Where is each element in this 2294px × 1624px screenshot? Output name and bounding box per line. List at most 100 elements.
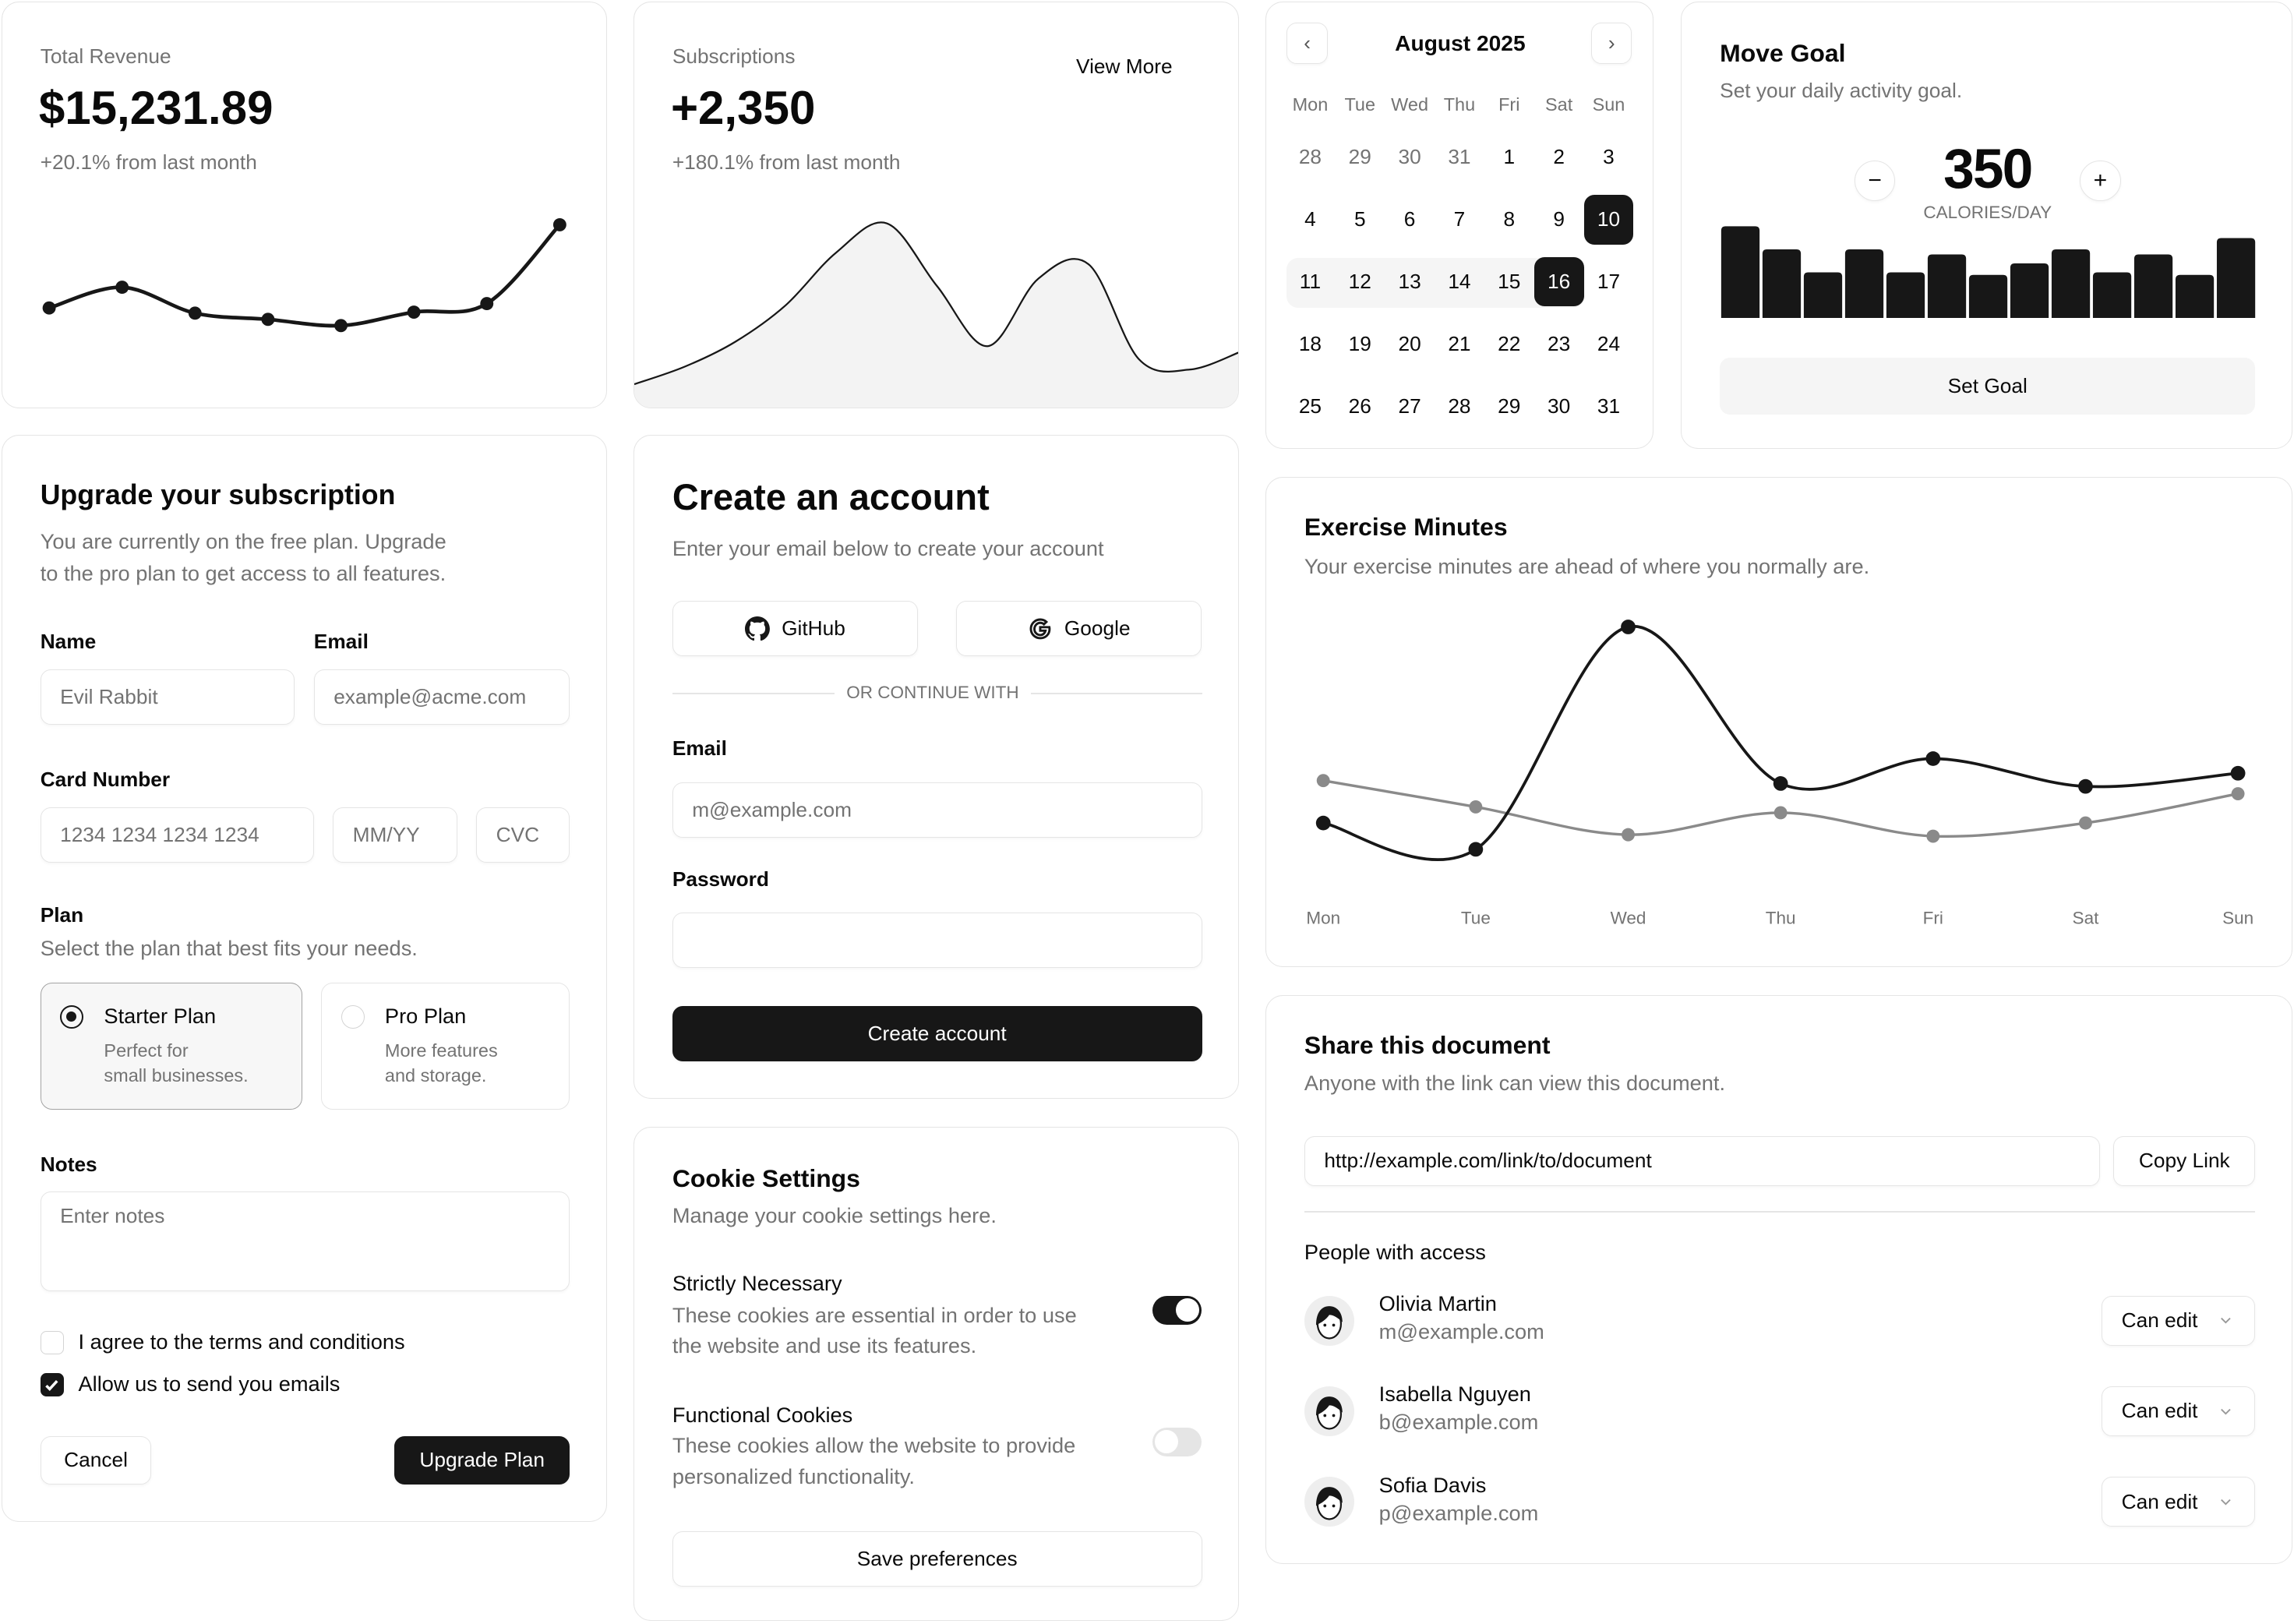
calendar-day[interactable]: 17 bbox=[1597, 269, 1621, 293]
view-more-link[interactable]: View More bbox=[1076, 55, 1173, 79]
person-email: p@example.com bbox=[1378, 1500, 1539, 1525]
calendar-day[interactable]: 26 bbox=[1348, 394, 1371, 418]
weekday-label: Wed bbox=[1391, 94, 1429, 115]
plan-desc: and storage. bbox=[384, 1065, 487, 1086]
strictly-necessary-toggle[interactable] bbox=[1152, 1295, 1202, 1326]
calendar-day[interactable]: 9 bbox=[1553, 207, 1565, 231]
radio-selected-icon bbox=[60, 1005, 84, 1029]
share-description: Anyone with the link can view this docum… bbox=[1304, 1070, 1726, 1095]
exercise-point bbox=[2230, 765, 2246, 781]
share-link-input[interactable]: http://example.com/link/to/document bbox=[1304, 1136, 2101, 1186]
calendar-title: August 2025 bbox=[1395, 31, 1526, 56]
password-label: Password bbox=[672, 867, 769, 891]
calendar-day[interactable]: 4 bbox=[1304, 207, 1316, 231]
calendar-day[interactable]: 15 bbox=[1498, 269, 1521, 293]
calendar-day[interactable]: 10 bbox=[1583, 194, 1634, 245]
google-button[interactable]: Google bbox=[956, 600, 1202, 657]
exercise-point bbox=[1621, 620, 1636, 634]
cookie-item-desc: These cookies allow the website to provi… bbox=[672, 1433, 1076, 1458]
calendar-day[interactable]: 20 bbox=[1398, 331, 1421, 355]
set-goal-button[interactable]: Set Goal bbox=[1720, 358, 2256, 415]
exercise-point bbox=[1773, 776, 1788, 791]
calendar-day[interactable]: 31 bbox=[1597, 394, 1621, 418]
exercise-chart: Mon Tue Wed Thu Fri Sat Sun bbox=[1306, 620, 2253, 928]
calendar-day[interactable]: 14 bbox=[1448, 269, 1471, 293]
calendar-day[interactable]: 12 bbox=[1348, 269, 1371, 293]
calendar-day[interactable]: 29 bbox=[1498, 394, 1521, 418]
permission-select[interactable]: Can edit bbox=[2102, 1295, 2256, 1346]
exercise-point bbox=[1622, 828, 1636, 842]
calendar-day[interactable]: 28 bbox=[1298, 145, 1322, 169]
functional-cookies-toggle[interactable] bbox=[1152, 1427, 1202, 1457]
calendar-day[interactable]: 21 bbox=[1448, 331, 1471, 355]
notes-textarea[interactable]: Enter notes bbox=[40, 1192, 570, 1292]
goal-bar bbox=[2134, 254, 2173, 319]
calendar-day[interactable]: 1 bbox=[1503, 145, 1516, 169]
cookie-item-title: Strictly Necessary bbox=[672, 1270, 842, 1295]
cvc-input[interactable]: CVC bbox=[476, 807, 570, 863]
weekday-label: Sun bbox=[1592, 94, 1625, 115]
calendar-day[interactable]: 6 bbox=[1403, 207, 1416, 231]
calendar-day[interactable]: 3 bbox=[1603, 145, 1615, 169]
email-input[interactable]: m@example.com bbox=[672, 782, 1202, 838]
divider-text: OR CONTINUE WITH bbox=[835, 682, 1031, 703]
copy-link-button[interactable]: Copy Link bbox=[2113, 1136, 2256, 1186]
calendar-day[interactable]: 18 bbox=[1298, 331, 1322, 355]
permission-value: Can edit bbox=[2121, 1308, 2198, 1333]
prev-month-button[interactable]: ‹ bbox=[1286, 23, 1328, 64]
calendar-day[interactable]: 13 bbox=[1398, 269, 1421, 293]
revenue-point bbox=[480, 297, 494, 310]
create-account-description: Enter your email below to create your ac… bbox=[672, 536, 1104, 561]
permission-value: Can edit bbox=[2121, 1489, 2198, 1513]
calendar-day[interactable]: 2 bbox=[1553, 145, 1565, 169]
calendar-day[interactable]: 25 bbox=[1298, 394, 1322, 418]
password-input[interactable] bbox=[672, 912, 1202, 969]
exercise-series-line bbox=[1322, 625, 2239, 862]
upgrade-plan-button[interactable]: Upgrade Plan bbox=[394, 1435, 570, 1485]
name-input[interactable]: Evil Rabbit bbox=[40, 669, 295, 726]
goal-bar bbox=[1763, 249, 1802, 319]
permission-select[interactable]: Can edit bbox=[2102, 1477, 2256, 1527]
calendar-day[interactable]: 30 bbox=[1398, 145, 1421, 169]
plan-option-pro[interactable]: Pro Plan More features and storage. bbox=[321, 982, 570, 1110]
cancel-button[interactable]: Cancel bbox=[40, 1435, 152, 1485]
calendar-day[interactable]: 28 bbox=[1448, 394, 1471, 418]
goal-unit: CALORIES/DAY bbox=[1923, 203, 2052, 223]
calendar-day[interactable]: 16 bbox=[1533, 256, 1584, 307]
expiry-input[interactable]: MM/YY bbox=[333, 807, 457, 863]
exercise-point bbox=[2231, 787, 2245, 801]
calendar-day[interactable]: 7 bbox=[1453, 207, 1466, 231]
calendar-day[interactable]: 11 bbox=[1299, 269, 1322, 293]
calendar-day[interactable]: 22 bbox=[1498, 331, 1521, 355]
plan-desc: small businesses. bbox=[104, 1065, 249, 1086]
create-account-button[interactable]: Create account bbox=[672, 1005, 1202, 1062]
calendar-day[interactable]: 24 bbox=[1597, 331, 1621, 355]
revenue-label: Total Revenue bbox=[40, 44, 171, 69]
plan-option-starter[interactable]: Starter Plan Perfect for small businesse… bbox=[40, 982, 302, 1110]
calendar-day[interactable]: 30 bbox=[1548, 394, 1571, 418]
github-button[interactable]: GitHub bbox=[672, 600, 919, 657]
calendar-day[interactable]: 23 bbox=[1548, 331, 1571, 355]
calendar-day[interactable]: 27 bbox=[1398, 394, 1421, 418]
save-preferences-button[interactable]: Save preferences bbox=[672, 1530, 1202, 1587]
github-label: GitHub bbox=[782, 616, 845, 640]
create-account-title: Create an account bbox=[672, 477, 990, 518]
terms-checkbox[interactable] bbox=[40, 1330, 64, 1354]
emails-checkbox[interactable] bbox=[40, 1373, 64, 1397]
next-month-button[interactable]: › bbox=[1590, 23, 1632, 64]
increase-button[interactable]: + bbox=[2080, 160, 2121, 202]
exercise-point bbox=[1926, 829, 1940, 843]
email-input[interactable]: example@acme.com bbox=[313, 669, 570, 726]
calendar-day[interactable]: 5 bbox=[1353, 207, 1366, 231]
calendar-day[interactable]: 8 bbox=[1503, 207, 1516, 231]
decrease-button[interactable]: − bbox=[1854, 160, 1896, 202]
weekday-label: Fri bbox=[1498, 94, 1520, 115]
card-number-input[interactable]: 1234 1234 1234 1234 bbox=[40, 807, 314, 863]
goal-bar bbox=[1928, 254, 1967, 319]
email-label: Email bbox=[672, 736, 727, 761]
permission-select[interactable]: Can edit bbox=[2102, 1386, 2256, 1436]
revenue-point bbox=[261, 312, 275, 327]
calendar-day[interactable]: 31 bbox=[1448, 145, 1471, 169]
calendar-day[interactable]: 29 bbox=[1348, 145, 1371, 169]
calendar-day[interactable]: 19 bbox=[1348, 331, 1371, 355]
